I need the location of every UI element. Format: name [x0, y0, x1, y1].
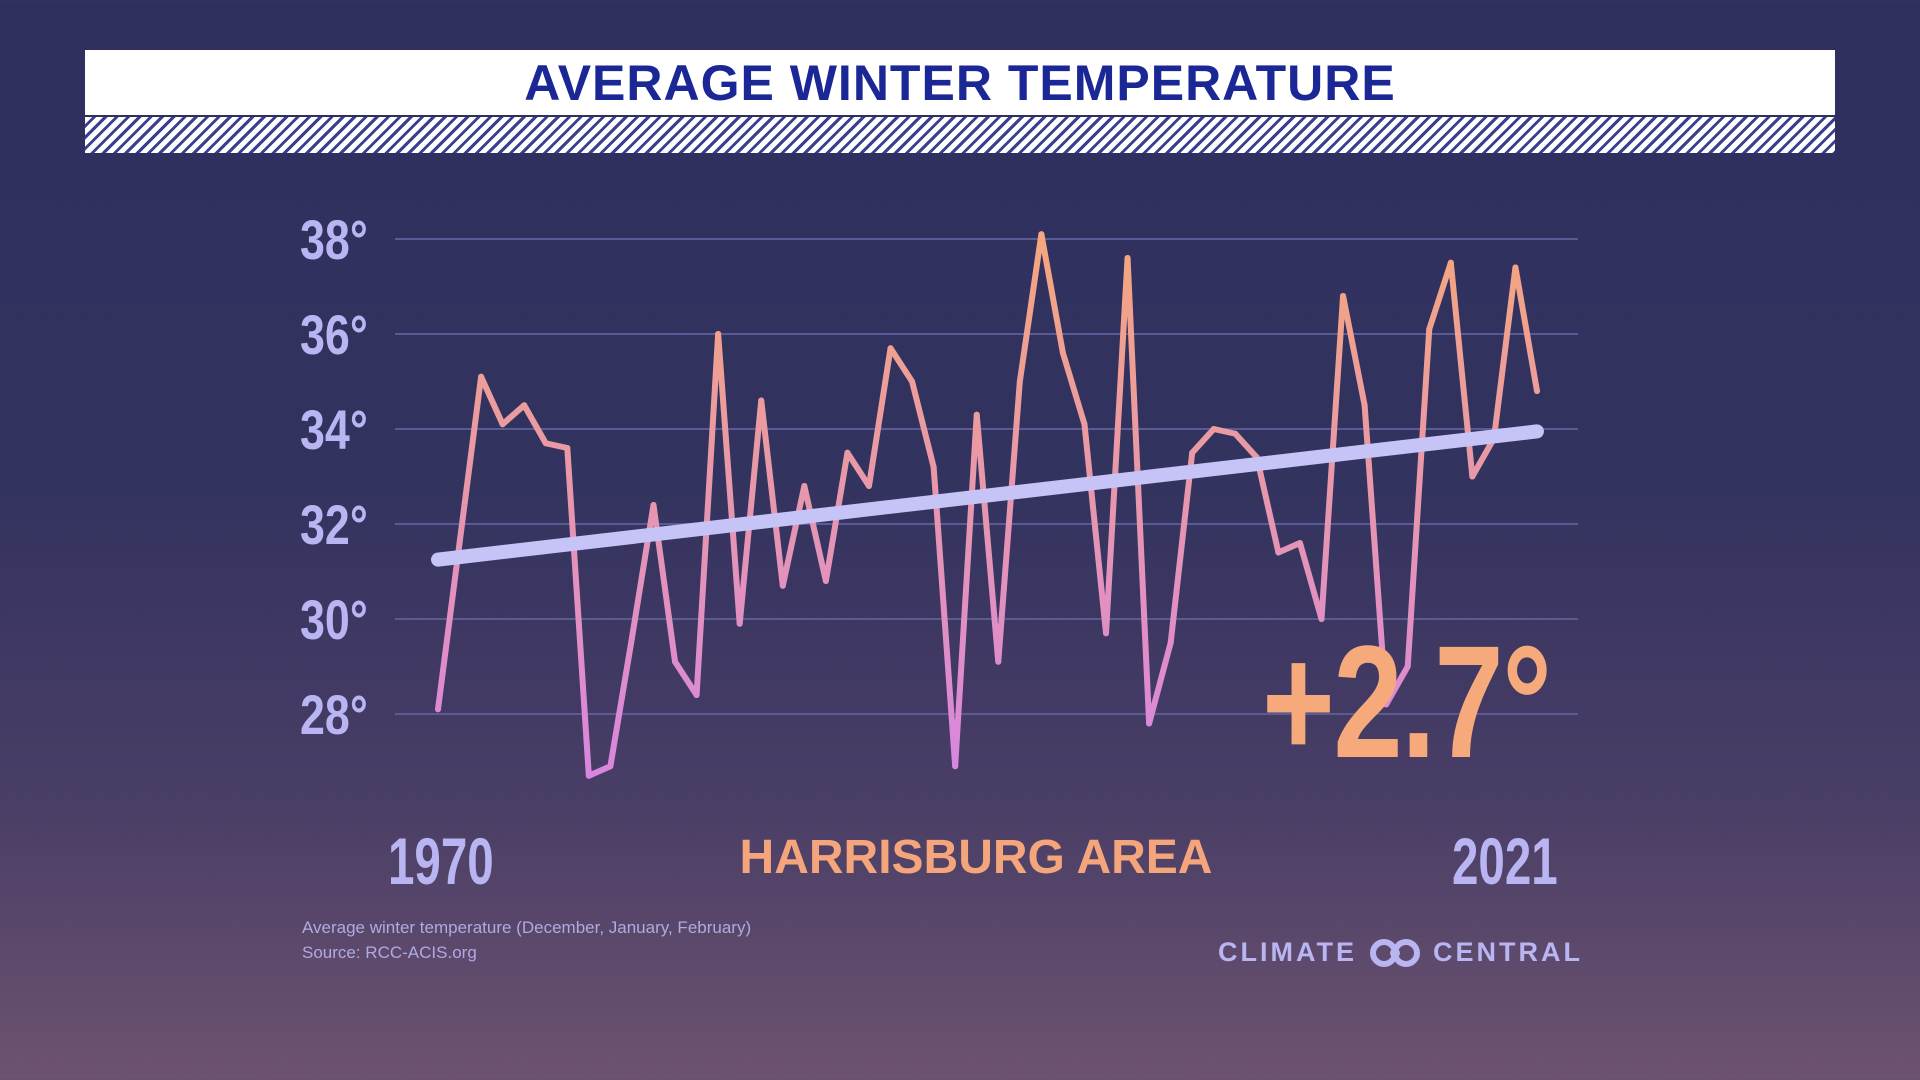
data-point: [1124, 255, 1131, 261]
data-point: [844, 449, 851, 456]
data-point: [1296, 540, 1303, 546]
data-point: [521, 402, 528, 409]
data-point: [1447, 259, 1454, 266]
temperature-line: [435, 231, 1540, 779]
data-point: [693, 692, 700, 698]
data-point: [973, 411, 980, 418]
data-point: [1232, 430, 1239, 437]
data-point: [542, 440, 549, 447]
x-start-label: 1970: [388, 824, 494, 898]
climate-central-logo: CLIMATE CENTRAL: [1218, 937, 1583, 968]
location-label: HARRISBURG AREA: [739, 831, 1213, 884]
data-point: [1340, 293, 1347, 299]
change-annotation: +2.7°: [1262, 612, 1552, 791]
data-point: [1103, 630, 1110, 637]
data-point: [1318, 616, 1325, 622]
chart-title: AVERAGE WINTER TEMPERATURE: [524, 54, 1396, 111]
data-point: [758, 397, 765, 404]
data-point: [1016, 378, 1023, 385]
data-point: [801, 483, 808, 489]
data-point: [1361, 402, 1368, 409]
trend-line: [431, 424, 1544, 567]
data-point: [1167, 639, 1174, 646]
data-point: [585, 772, 592, 779]
logo-text-right: CENTRAL: [1432, 937, 1583, 967]
data-point: [1426, 326, 1433, 333]
data-point: [478, 373, 485, 380]
hatch-stripe: [85, 117, 1835, 153]
y-tick-label: 34°: [300, 398, 368, 461]
data-point: [1059, 350, 1066, 356]
data-point: [1534, 388, 1540, 394]
data-point: [1383, 701, 1390, 708]
data-point: [1469, 473, 1476, 480]
data-point: [995, 658, 1002, 665]
y-tick-label: 36°: [300, 303, 368, 366]
data-point: [564, 445, 571, 451]
logo-rings-icon: [1367, 938, 1423, 968]
data-point: [456, 540, 463, 546]
data-point: [736, 620, 743, 627]
y-tick-label: 38°: [300, 208, 368, 271]
source-note: Source: RCC-ACIS.org: [302, 943, 477, 962]
data-point: [650, 502, 657, 508]
data-point: [628, 635, 635, 641]
data-point: [952, 763, 959, 770]
data-point: [715, 331, 722, 337]
data-point: [607, 763, 614, 770]
data-point: [499, 421, 506, 428]
logo-text-left: CLIMATE: [1218, 937, 1357, 967]
footnote: Average winter temperature (December, Ja…: [302, 918, 752, 937]
y-tick-label: 32°: [300, 493, 368, 556]
data-point: [779, 582, 786, 589]
y-tick-label: 28°: [300, 683, 368, 746]
data-point: [672, 658, 679, 665]
data-point: [1189, 449, 1196, 456]
data-point: [930, 464, 937, 470]
data-point: [435, 706, 441, 713]
data-point: [887, 345, 894, 352]
data-point: [1210, 426, 1217, 432]
y-tick-label: 30°: [300, 588, 368, 651]
data-point: [1038, 231, 1045, 238]
data-point: [1081, 421, 1088, 428]
data-point: [865, 483, 872, 489]
data-point: [822, 578, 829, 584]
data-point: [1275, 549, 1282, 556]
title-bar: AVERAGE WINTER TEMPERATURE: [85, 50, 1835, 115]
data-point: [1404, 663, 1411, 670]
x-end-label: 2021: [1452, 824, 1558, 898]
data-point: [1512, 264, 1519, 271]
data-point: [909, 378, 916, 385]
data-point: [1146, 720, 1153, 727]
